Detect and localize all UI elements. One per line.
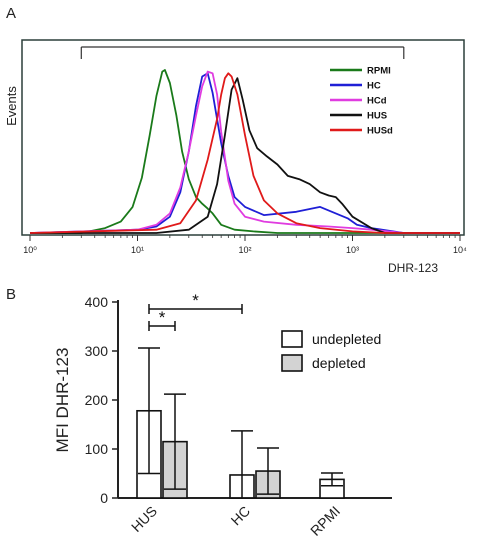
y-tick-label: 400 bbox=[85, 294, 109, 310]
error-bars bbox=[138, 347, 343, 499]
x-tick-label: 10¹ bbox=[131, 245, 144, 255]
y-tick-label: 200 bbox=[85, 392, 109, 408]
panel-a-label: A bbox=[6, 5, 16, 22]
legend-label-rpmi: RPMI bbox=[367, 66, 391, 77]
x-tick-label: 10³ bbox=[346, 245, 359, 255]
y-tick-label: 300 bbox=[85, 343, 109, 359]
legend-label-hcd: HCd bbox=[367, 96, 387, 107]
histogram-curves bbox=[29, 69, 460, 234]
x-axis-ticks: 10⁰ 10¹ 10² 10³ 10⁴ bbox=[23, 235, 467, 255]
bar-legend: undepleted depleted bbox=[281, 330, 381, 372]
significance-markers: ** bbox=[148, 291, 243, 331]
legend-label-hus: HUS bbox=[367, 111, 387, 122]
legend-label-undepleted: undepleted bbox=[312, 331, 381, 347]
x-tick-label: 10² bbox=[238, 245, 251, 255]
significance-star: * bbox=[192, 291, 199, 310]
series-line-hus bbox=[30, 77, 460, 234]
legend-swatch-depleted bbox=[281, 354, 303, 372]
y-axis-label-mfi: MFI DHR-123 bbox=[53, 348, 72, 453]
series-line-husd bbox=[29, 72, 460, 234]
y-axis-label-events: Events bbox=[4, 86, 19, 126]
panel-b-label: B bbox=[6, 286, 16, 303]
series-line-hc bbox=[29, 72, 460, 234]
bars bbox=[136, 409, 345, 499]
legend-label-husd: HUSd bbox=[367, 126, 393, 137]
y-axis-ticks: 0 100 200 300 400 bbox=[85, 294, 118, 506]
category-label-hus: HUS bbox=[128, 503, 160, 535]
histogram-legend: RPMI HC HCd HUS HUSd bbox=[330, 66, 393, 137]
category-labels: HUS HC RPMI bbox=[128, 503, 343, 539]
legend-label-hc: HC bbox=[367, 81, 381, 92]
x-tick-label: 10⁴ bbox=[453, 245, 467, 255]
category-label-rpmi: RPMI bbox=[307, 503, 343, 539]
legend-swatch-undepleted bbox=[281, 330, 303, 348]
series-line-hcd bbox=[29, 70, 460, 234]
significance-star: * bbox=[159, 308, 166, 327]
legend-label-depleted: depleted bbox=[312, 355, 366, 371]
category-label-hc: HC bbox=[227, 503, 253, 529]
series-line-rpmi bbox=[30, 69, 460, 234]
y-tick-label: 100 bbox=[85, 441, 109, 457]
y-tick-label: 0 bbox=[100, 490, 108, 506]
x-axis-label-dhr123: DHR-123 bbox=[388, 261, 438, 275]
histogram-frame bbox=[21, 39, 465, 236]
x-tick-label: 10⁰ bbox=[23, 245, 37, 255]
